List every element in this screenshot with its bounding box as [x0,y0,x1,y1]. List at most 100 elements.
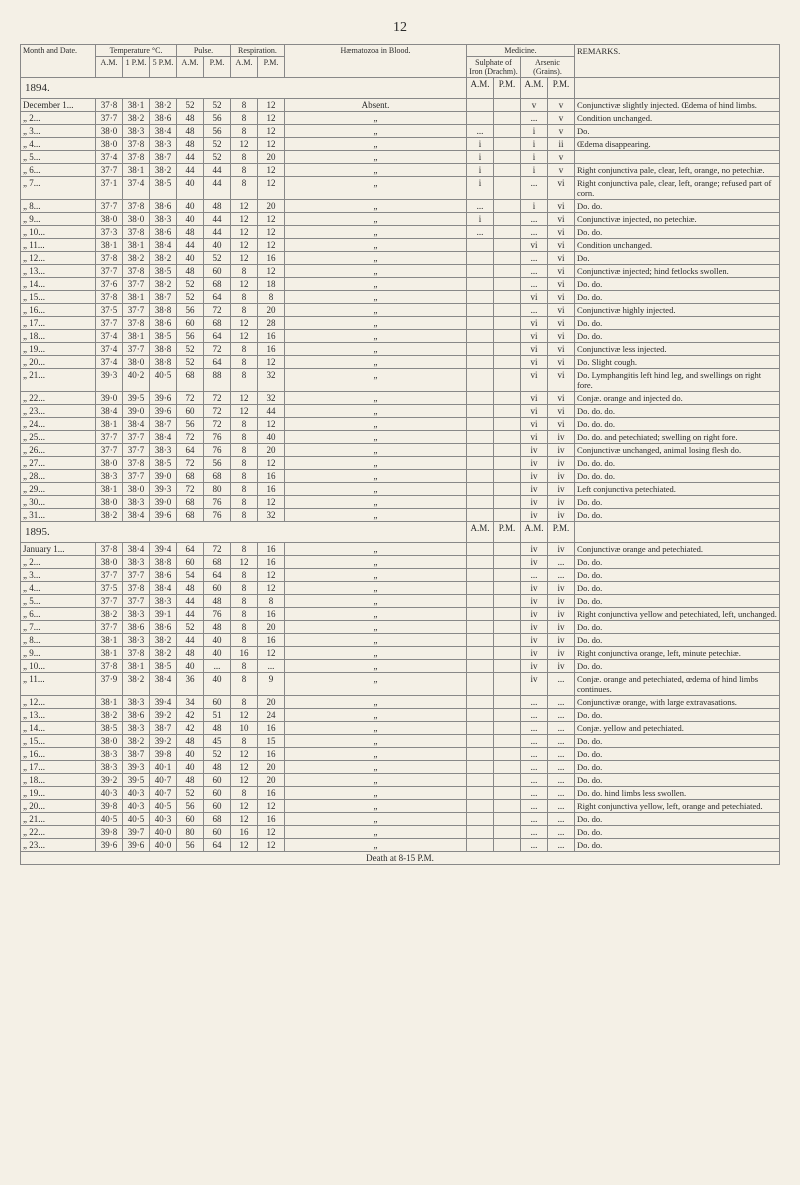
table-row: „ 8...37·737·838·640481220„...iviDo. do. [21,200,780,213]
ars-pm: ... [548,722,575,735]
resp-cell: 9 [258,673,285,696]
ars-pm: vi [548,343,575,356]
table-row: „ 7...37·738·638·65248820„ivivDo. do. [21,621,780,634]
sulph-pm [494,660,521,673]
sulph-pm [494,496,521,509]
date-cell: „ 23... [21,839,96,852]
sulph-pm [494,748,521,761]
sub-cell: P.M. [548,78,575,99]
ars-pm: vi [548,330,575,343]
resp-cell: 12 [231,839,258,852]
temp-cell: 38·2 [123,252,150,265]
temp-cell: 38·0 [123,356,150,369]
resp-cell: 8 [231,696,258,709]
date-cell: „ 18... [21,330,96,343]
pulse-cell: 48 [177,735,204,748]
temp-cell: 38·3 [123,696,150,709]
sub-cell: A.M. [467,78,494,99]
table-row: „ 26...37·737·738·36476820„ivivConjuncti… [21,444,780,457]
pulse-cell: 68 [204,470,231,483]
date-cell: „ 11... [21,239,96,252]
ars-am: ... [521,213,548,226]
resp-cell: 20 [258,304,285,317]
ars-pm: ... [548,813,575,826]
remarks-cell: Do. do. [575,660,780,673]
h-5pm: 5 P.M. [150,57,177,78]
ars-am: vi [521,418,548,431]
sulph-am [467,813,494,826]
date-cell: „ 18... [21,774,96,787]
sulph-am [467,556,494,569]
temp-cell: 38·5 [150,457,177,470]
temp-cell: 39·0 [150,470,177,483]
resp-cell: 16 [231,826,258,839]
date-cell: „ 26... [21,444,96,457]
temp-cell: 37·7 [123,278,150,291]
pulse-cell: 40 [204,634,231,647]
resp-cell: 8 [231,608,258,621]
ars-am: iv [521,673,548,696]
resp-cell: 8 [231,787,258,800]
pulse-cell: 72 [177,392,204,405]
sulph-am [467,826,494,839]
sub-cell: P.M. [548,522,575,543]
table-row: „ 13...37·737·838·54860812„...viConjunct… [21,265,780,278]
ars-am: iv [521,509,548,522]
resp-cell: 12 [258,839,285,852]
resp-cell: 12 [231,330,258,343]
resp-cell: 12 [231,278,258,291]
temp-cell: 38·0 [96,735,123,748]
ars-am: vi [521,343,548,356]
ars-am: vi [521,369,548,392]
date-cell: „ 9... [21,647,96,660]
sulph-am [467,278,494,291]
pulse-cell: 48 [177,226,204,239]
sulph-pm [494,774,521,787]
temp-cell: 39·2 [150,735,177,748]
temp-cell: 38·4 [150,431,177,444]
pulse-cell: 64 [177,543,204,556]
temp-cell: 37·8 [96,543,123,556]
pulse-cell: 34 [177,696,204,709]
ars-am: ... [521,278,548,291]
sulph-pm [494,647,521,660]
pulse-cell: 44 [204,226,231,239]
sulph-pm [494,483,521,496]
ars-pm: iv [548,431,575,444]
resp-cell: 12 [258,826,285,839]
ars-am: iv [521,621,548,634]
sulph-am [467,418,494,431]
resp-cell: 12 [231,138,258,151]
remarks-cell: Do. [575,125,780,138]
resp-cell: 20 [258,200,285,213]
resp-cell: 16 [258,470,285,483]
haem-cell: „ [285,660,467,673]
temp-cell: 38·1 [96,483,123,496]
pulse-cell: 72 [204,418,231,431]
ars-pm: vi [548,356,575,369]
resp-cell: 16 [258,483,285,496]
haem-cell: „ [285,418,467,431]
remarks-cell: Conjunctivæ injected; hind fetlocks swol… [575,265,780,278]
table-row: „ 31...38·238·439·66876832„ivivDo. do. [21,509,780,522]
temp-cell: 38·6 [150,621,177,634]
temp-cell: 38·7 [150,151,177,164]
resp-cell: 12 [231,761,258,774]
resp-cell: 12 [231,200,258,213]
temp-cell: 38·1 [123,291,150,304]
resp-cell: 20 [258,761,285,774]
temp-cell: 37·7 [96,569,123,582]
ars-am: ... [521,696,548,709]
pulse-cell: 40 [204,647,231,660]
date-cell: „ 15... [21,291,96,304]
resp-cell: 40 [258,431,285,444]
sulph-pm [494,444,521,457]
haem-cell: „ [285,543,467,556]
date-cell: „ 2... [21,112,96,125]
resp-cell: 8 [231,125,258,138]
ars-pm: vi [548,369,575,392]
pulse-cell: 76 [204,444,231,457]
date-cell: „ 21... [21,813,96,826]
temp-cell: 39·4 [150,696,177,709]
sulph-pm [494,252,521,265]
